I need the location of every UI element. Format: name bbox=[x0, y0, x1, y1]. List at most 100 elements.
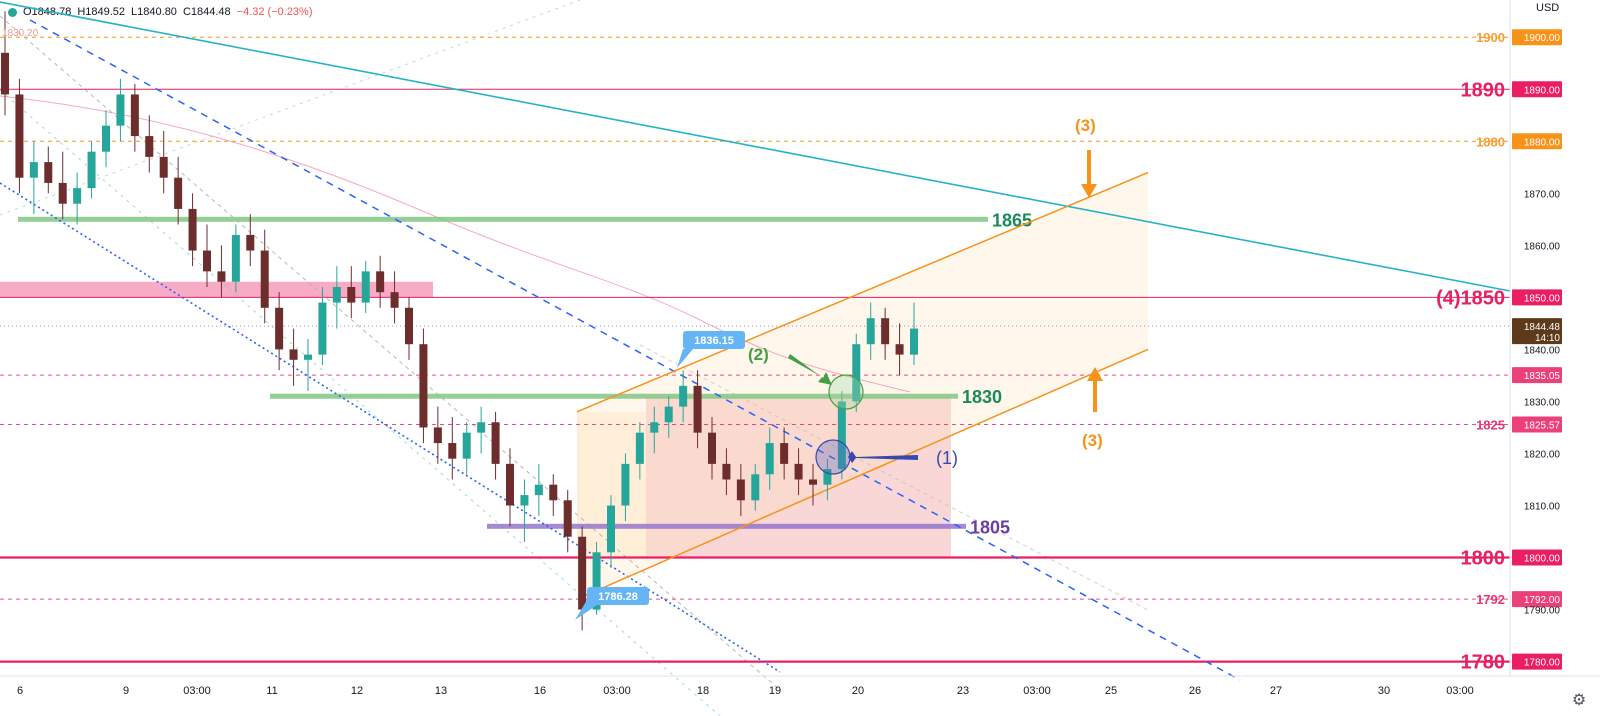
candle-0 bbox=[1, 11, 9, 116]
low-callout-box bbox=[587, 587, 649, 605]
candle-body bbox=[549, 484, 558, 501]
time-tick-2: 03:00 bbox=[183, 685, 211, 697]
guide-line-teal-up bbox=[0, 0, 581, 216]
candle-body bbox=[592, 552, 601, 610]
high-callout-pointer bbox=[677, 349, 693, 368]
candle-body bbox=[534, 484, 543, 496]
time-tick-3: 11 bbox=[266, 685, 277, 697]
annotation-3-bottom: (3) bbox=[1082, 431, 1103, 450]
candle-3 bbox=[44, 146, 53, 194]
ohlc-low: L1840.80 bbox=[131, 6, 177, 18]
candle-27 bbox=[390, 271, 399, 324]
candle-19 bbox=[275, 292, 284, 371]
candle-18 bbox=[260, 229, 269, 324]
candle-60 bbox=[866, 302, 875, 360]
candle-45 bbox=[650, 406, 659, 454]
candle-26 bbox=[376, 255, 385, 308]
faded-label: 1830.20 bbox=[2, 28, 39, 39]
price-tick-0: 1900.00 bbox=[1524, 33, 1561, 44]
level-label-3: (4)1850 bbox=[1436, 287, 1505, 309]
candle-13 bbox=[188, 193, 197, 267]
arrow-3-up bbox=[1081, 150, 1097, 198]
retest-circle bbox=[828, 374, 864, 410]
price-tick-12: 1800.00 bbox=[1524, 554, 1561, 565]
price-tick-10: 1820.00 bbox=[1524, 449, 1561, 460]
time-tick-16: 30 bbox=[1378, 685, 1390, 697]
candle-body bbox=[58, 182, 67, 204]
candle-38 bbox=[549, 474, 558, 516]
price-tick-15: 1780.00 bbox=[1524, 658, 1561, 669]
price-tick-6: 1840.00 bbox=[1524, 345, 1561, 356]
time-tick-8: 18 bbox=[697, 685, 709, 697]
candle-33 bbox=[477, 406, 486, 454]
high-callout-box bbox=[683, 331, 745, 349]
candle-body bbox=[159, 156, 168, 178]
candle-body bbox=[823, 469, 832, 485]
low-callout-pointer bbox=[575, 600, 597, 620]
time-tick-11: 23 bbox=[957, 685, 969, 697]
candle-body bbox=[87, 151, 96, 189]
zone-label-0: 1865 bbox=[992, 210, 1032, 230]
candle-body bbox=[217, 271, 226, 282]
candle-body bbox=[448, 443, 457, 459]
candle-5 bbox=[73, 172, 82, 225]
candle-body bbox=[837, 401, 846, 470]
channel-lower bbox=[576, 348, 1149, 600]
candle-24 bbox=[347, 266, 356, 319]
price-tick-4: 1860.00 bbox=[1524, 241, 1561, 252]
candle-body bbox=[304, 354, 312, 360]
time-tick-4: 12 bbox=[351, 685, 363, 697]
price-tick-1: 1890.00 bbox=[1524, 85, 1561, 96]
price-tick-8: 1830.00 bbox=[1524, 397, 1561, 408]
level-label-6: 1800 bbox=[1461, 548, 1506, 570]
candle-body bbox=[650, 422, 659, 433]
candle-body bbox=[318, 302, 327, 355]
level-label-8: 1780 bbox=[1461, 652, 1506, 674]
price-tick-13: 1792.00 bbox=[1524, 595, 1561, 606]
candle-62 bbox=[895, 323, 904, 376]
resistance-zone bbox=[0, 281, 433, 298]
candle-body bbox=[347, 286, 356, 303]
candle-body bbox=[780, 443, 789, 464]
annotation-1: (1) bbox=[936, 448, 958, 468]
level-label-2: 1880 bbox=[1476, 134, 1505, 149]
candle-54 bbox=[780, 427, 789, 480]
candle-56 bbox=[809, 463, 817, 506]
candle-body bbox=[664, 406, 673, 423]
annotation-2: (2) bbox=[748, 345, 769, 364]
candle-59 bbox=[852, 333, 861, 412]
candle-44 bbox=[635, 422, 644, 480]
candle-55 bbox=[794, 448, 803, 496]
gear-icon[interactable]: ⚙ bbox=[1571, 692, 1587, 709]
candle-57 bbox=[823, 458, 832, 501]
zone-bar-0 bbox=[18, 216, 988, 222]
candle-50 bbox=[722, 448, 731, 496]
candle-4 bbox=[58, 151, 67, 220]
candle-body bbox=[44, 162, 53, 183]
ohlc-legend: O1848.78 H1849.52 L1840.80 C1844.48 −4.32 (−… bbox=[0, 0, 319, 24]
candle-7 bbox=[102, 110, 110, 168]
candle-body bbox=[621, 463, 630, 506]
candle-body bbox=[679, 385, 688, 407]
channel-fill bbox=[577, 172, 1148, 600]
candle-body bbox=[809, 479, 817, 485]
candle-body bbox=[332, 286, 341, 303]
candle-body bbox=[462, 432, 471, 459]
time-tick-15: 27 bbox=[1270, 685, 1282, 697]
candle-body bbox=[708, 432, 716, 464]
candle-body bbox=[130, 94, 139, 137]
time-tick-9: 19 bbox=[769, 685, 781, 697]
candle-body bbox=[15, 94, 24, 178]
currency-label[interactable]: USD bbox=[1536, 2, 1560, 14]
candle-body bbox=[722, 463, 731, 480]
candle-body bbox=[174, 177, 183, 209]
candle-43 bbox=[621, 453, 630, 522]
candle-35 bbox=[506, 448, 514, 527]
candle-61 bbox=[881, 307, 890, 360]
candle-body bbox=[751, 474, 760, 501]
candle-body bbox=[635, 432, 644, 464]
blue-dashed-trend bbox=[29, 19, 1241, 681]
candle-body bbox=[563, 500, 572, 537]
arrow-3-down bbox=[1087, 367, 1103, 412]
